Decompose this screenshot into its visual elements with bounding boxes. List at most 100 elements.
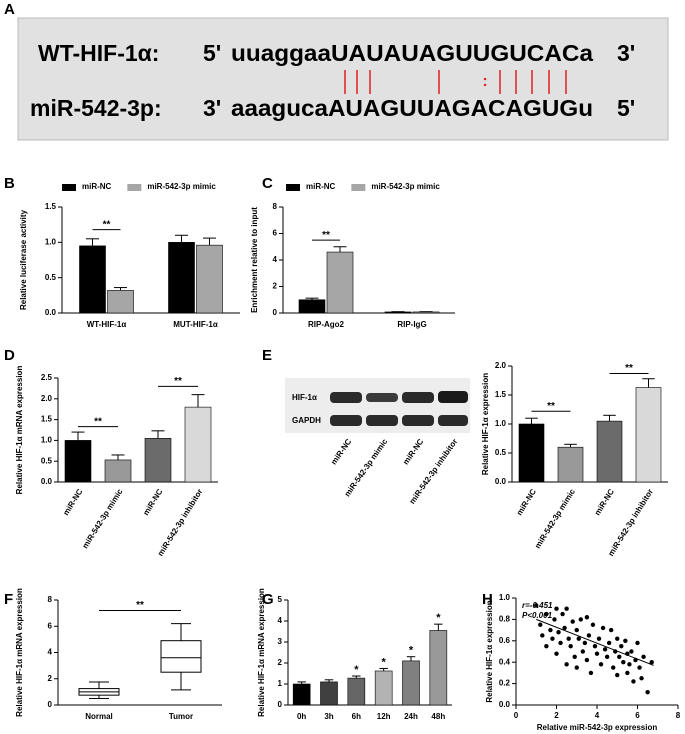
y-tick-label: 4	[48, 648, 53, 657]
y-tick-label: 0.4	[499, 657, 511, 666]
x-tick-label: WT-HIF-1α	[87, 320, 127, 329]
y-tick-label: 0.0	[45, 308, 57, 317]
y-tick-label: 2.0	[41, 394, 53, 403]
panel-letter: D	[4, 347, 15, 364]
point	[611, 665, 616, 670]
point	[554, 606, 559, 611]
y-axis-label: Relative HIF-1α mRNA expression	[257, 588, 266, 717]
point	[590, 622, 596, 627]
point	[631, 679, 636, 684]
bar	[144, 438, 172, 483]
point	[604, 654, 610, 660]
x-tick-label: Normal	[85, 712, 113, 721]
y-tick-label: 8	[273, 202, 278, 211]
bar	[384, 311, 412, 314]
bar	[196, 244, 223, 314]
y-tick-label: 0	[273, 308, 278, 317]
significance-label: *	[436, 612, 441, 624]
legend-label: miR-542-3p mimic	[371, 182, 440, 191]
y-axis-label: Relative luciferase activity	[19, 209, 28, 310]
x-tick-label: 12h	[377, 712, 391, 721]
bar	[635, 387, 662, 483]
panel-letter: A	[4, 1, 15, 18]
point	[596, 636, 602, 641]
y-tick-label: 4	[278, 616, 283, 625]
y-tick-label: 1.0	[495, 419, 507, 428]
y-tick-label: 1.5	[41, 415, 53, 424]
x-tick-label: Tumor	[169, 712, 193, 721]
bar	[64, 440, 92, 483]
bar	[402, 660, 420, 706]
point	[649, 660, 654, 665]
y-tick-label: 2.5	[41, 373, 53, 382]
bar	[326, 251, 354, 314]
significance-label: *	[409, 645, 414, 657]
x-tick-label: miR-542-3p inhibitor	[156, 487, 205, 557]
point	[641, 654, 646, 660]
y-tick-label: 0.0	[495, 477, 507, 486]
point	[566, 636, 571, 641]
x-tick-label: miR-NC	[61, 487, 84, 517]
y-tick-label: 2	[48, 674, 53, 683]
x-tick-label: 0	[514, 711, 519, 720]
y-axis-label: Relative HIF-1α mRNA expression	[15, 366, 24, 495]
blot-lane-label: miR-NC	[329, 437, 353, 466]
bar	[292, 683, 311, 706]
panel-letter: E	[262, 347, 272, 364]
y-tick-label: 6	[48, 621, 53, 630]
blot-bands	[330, 391, 468, 426]
y-axis-label: Relative HIF-1α expression	[481, 373, 490, 475]
point	[576, 636, 581, 641]
significance-label: *	[382, 656, 387, 668]
bar	[79, 245, 106, 314]
y-tick-label: 0	[48, 700, 53, 709]
legend-swatch	[351, 184, 366, 191]
y-tick-label: 0	[278, 700, 283, 709]
y-tick-label: 2	[278, 658, 283, 667]
point	[639, 676, 644, 681]
x-tick-label: 8	[676, 711, 681, 720]
x-tick-label: MUT-HIF-1α	[173, 320, 218, 329]
point	[552, 617, 557, 622]
sequence-end: 3'	[617, 40, 635, 66]
point	[564, 662, 569, 667]
point	[578, 617, 583, 622]
sequence-box	[17, 17, 669, 141]
point	[534, 603, 539, 608]
panel-letter: F	[4, 591, 13, 608]
point	[608, 627, 614, 633]
significance-label: **	[625, 363, 633, 374]
y-tick-label: 4	[273, 255, 278, 264]
point	[540, 633, 545, 638]
point	[560, 611, 565, 617]
pairing-lines	[344, 70, 567, 94]
y-tick-label: 0.5	[495, 448, 507, 457]
x-tick-label: 24h	[404, 712, 418, 721]
y-tick-label: 0.8	[499, 615, 511, 624]
point	[629, 649, 634, 654]
blot-row-label: GAPDH	[292, 416, 321, 425]
point	[548, 627, 553, 633]
point	[619, 643, 624, 649]
point	[570, 619, 575, 624]
point	[627, 662, 632, 667]
point	[602, 647, 608, 652]
y-tick-label: 1.5	[45, 202, 57, 211]
wobble-mark: :	[482, 73, 487, 90]
y-tick-label: 2.0	[495, 361, 507, 370]
y-tick-label: 2	[273, 282, 278, 291]
point	[621, 660, 626, 665]
box	[160, 640, 202, 673]
point	[635, 640, 640, 646]
y-tick-label: 0.0	[41, 477, 53, 486]
x-tick-label: 48h	[431, 712, 445, 721]
point	[568, 643, 573, 649]
point	[598, 662, 604, 667]
x-tick-label: miR-NC	[593, 487, 616, 517]
x-tick-label: miR-542-3p mimic	[533, 487, 577, 550]
blot-row-label: HIF-1α	[292, 393, 317, 402]
bar	[518, 423, 545, 483]
point	[582, 640, 588, 646]
panel-letter: G	[262, 591, 274, 608]
